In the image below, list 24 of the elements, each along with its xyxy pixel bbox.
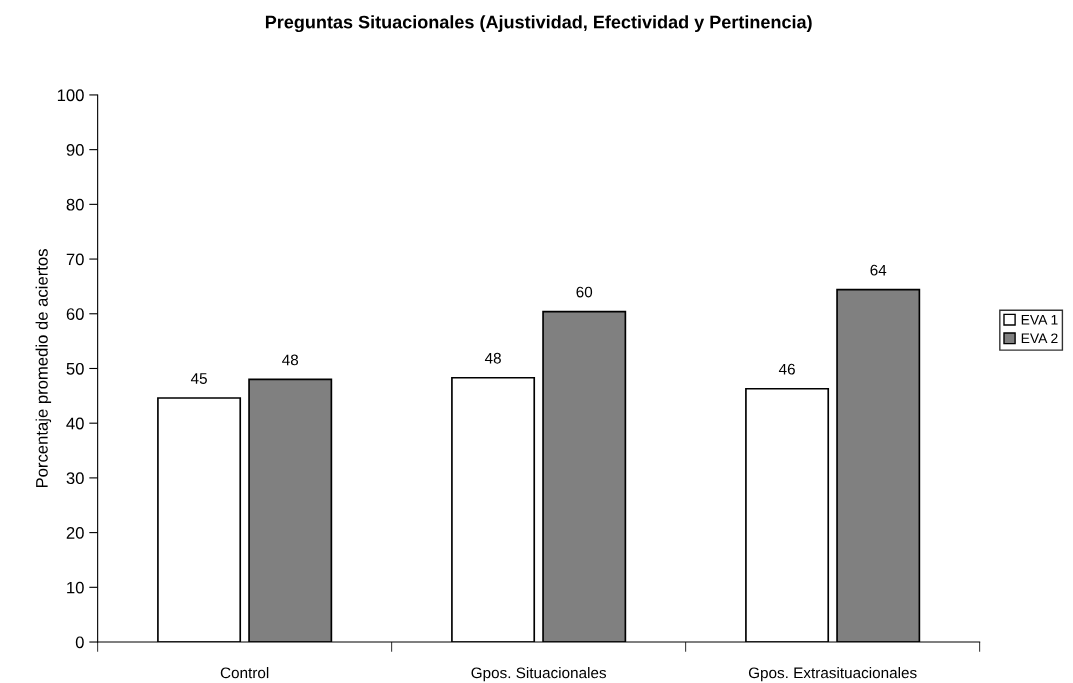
- data-label: 64: [870, 264, 887, 276]
- y-tick-label: 80: [66, 198, 84, 211]
- chart-title: Preguntas Situacionales (Ajustividad, Efectividad y Pertinencia): [265, 15, 812, 33]
- y-tick-label: 90: [66, 144, 84, 156]
- legend-label: EVA 2: [1021, 333, 1058, 344]
- y-tick-label: 0: [75, 636, 84, 649]
- y-axis-title: Porcentaje promedio de aciertos: [35, 249, 52, 488]
- y-tick-label: 40: [66, 417, 84, 430]
- x-tick-label: Gpos. Situacionales: [471, 667, 607, 682]
- legend-label: EVA 1: [1021, 314, 1058, 325]
- y-tick-label: 20: [66, 527, 84, 539]
- data-label: 48: [484, 352, 501, 364]
- data-label: 45: [190, 373, 207, 384]
- y-tick-label: 100: [57, 89, 84, 102]
- data-label: 46: [778, 363, 795, 375]
- data-label: 60: [576, 286, 593, 298]
- data-label: 48: [282, 354, 299, 366]
- x-tick-label: Gpos. Extrasituacionales: [748, 667, 917, 682]
- y-tick-label: 70: [66, 253, 84, 266]
- y-tick-label: 10: [67, 581, 84, 594]
- y-tick-label: 30: [66, 472, 84, 485]
- y-tick-label: 60: [66, 308, 84, 320]
- y-tick-label: 50: [66, 362, 84, 375]
- x-tick-label: Control: [220, 667, 269, 679]
